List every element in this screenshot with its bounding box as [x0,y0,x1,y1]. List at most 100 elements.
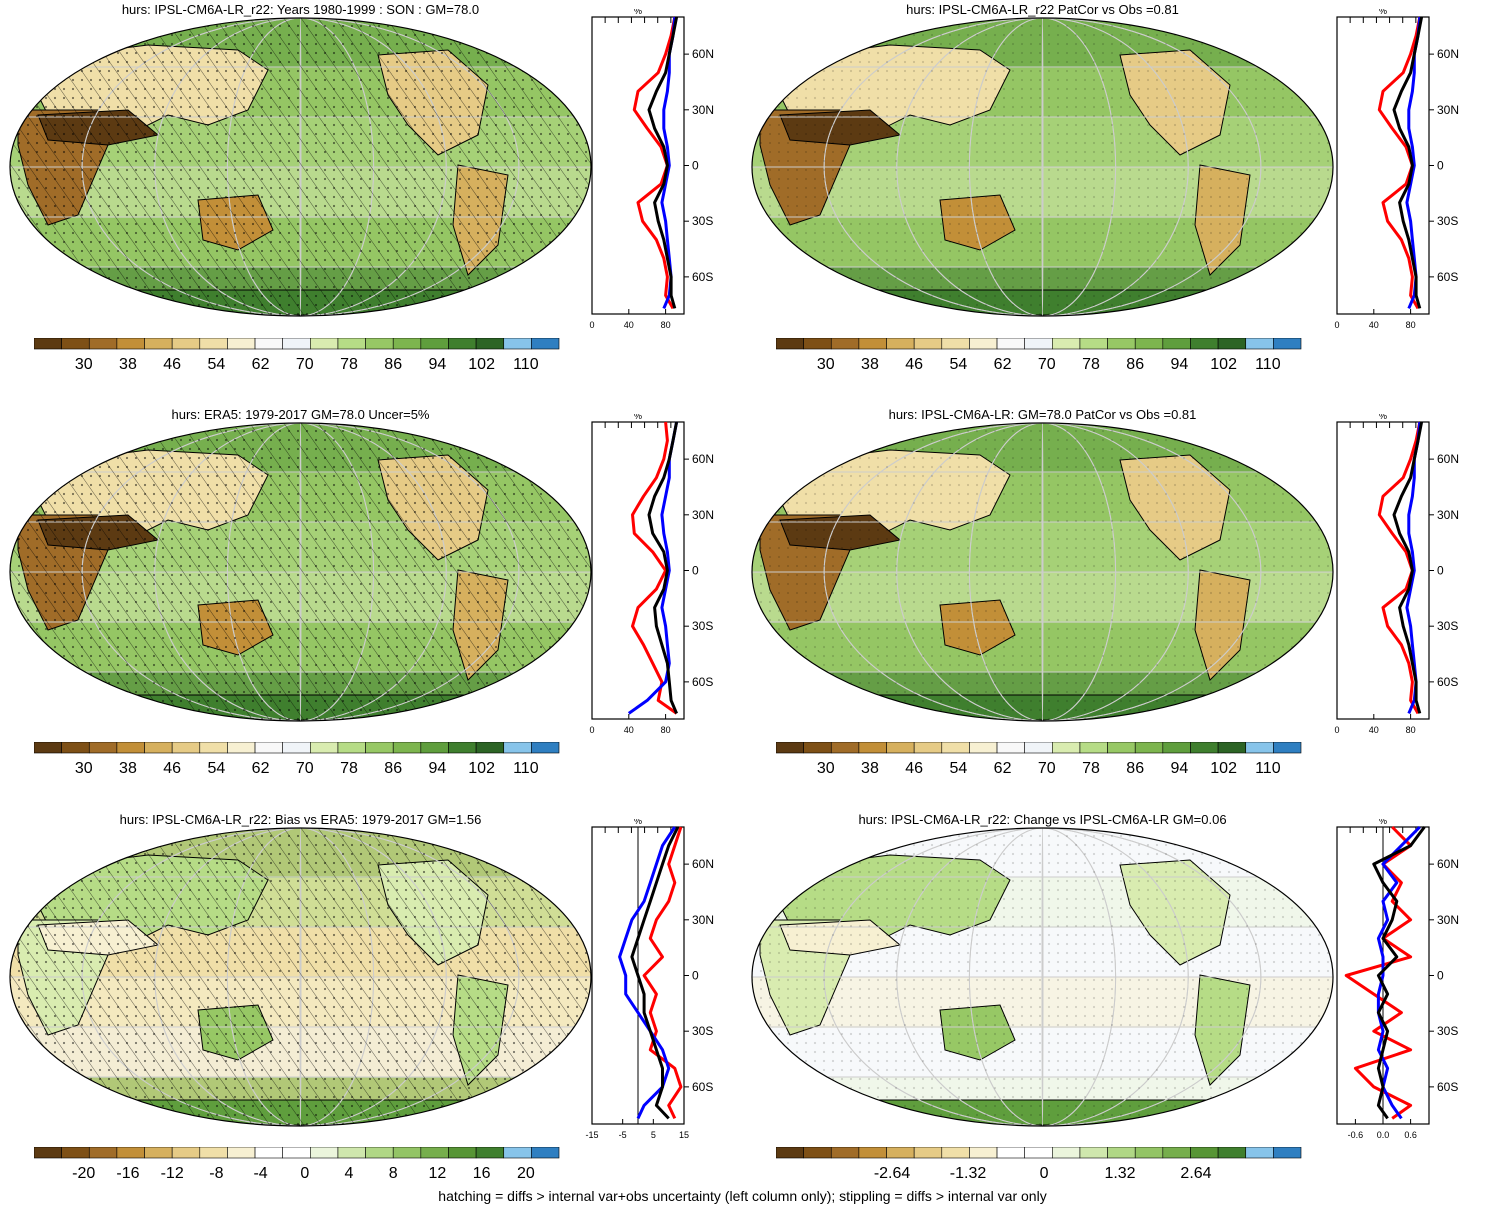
colorbar-swatch [34,742,62,754]
colorbar-tick-label: 62 [994,356,1012,373]
profile-ytick-label: 60S [692,270,713,284]
colorbar-swatch [531,338,560,350]
colorbar-swatch [886,742,915,754]
colorbar-tick-label: 110 [1255,356,1281,373]
colorbar-tick-label: 38 [119,760,137,777]
colorbar-swatch [420,742,449,754]
colorbar-swatch [282,338,311,350]
colorbar-tick-label: 110 [1255,760,1281,777]
world-map [751,17,1334,317]
colorbar-tick-label: 62 [252,760,270,777]
colorbar-swatch [448,1147,477,1159]
colorbar-swatch [171,742,201,754]
colorbar-tick-label: 94 [1171,356,1189,373]
profile-xtick-label: 0 [1334,725,1339,735]
colorbar-swatch [227,742,256,754]
colorbar-swatch [1107,742,1136,754]
colorbar-swatch [144,338,173,350]
colorbar-tick-label: -12 [161,1165,184,1182]
colorbar-swatch [475,338,505,350]
colorbar-swatch [996,338,1025,350]
colorbar-swatch [448,338,477,350]
profile-xtick-label: 0.6 [1404,1130,1417,1140]
colorbar-swatch [310,1147,339,1159]
map-outline [9,422,592,722]
profile-ytick-label: 0 [692,564,699,578]
profile-xtick-label: 80 [661,725,671,735]
profile-ytick-label: 60N [692,47,714,61]
colorbar-swatch [61,338,90,350]
colorbar-swatch [1107,1147,1136,1159]
colorbar-swatch [392,338,422,350]
colorbar-swatch [116,742,145,754]
colorbar-swatch [1079,742,1108,754]
map-title: hurs: IPSL-CM6A-LR_r22 PatCor vs Obs =0.… [906,2,1179,17]
colorbar-swatch [475,1147,505,1159]
colorbar-tick-label: -8 [209,1165,223,1182]
profile-line-black [1392,16,1424,309]
colorbar-swatch [969,1147,998,1159]
colorbar-swatch [1245,742,1274,754]
colorbar-swatch [1217,1147,1247,1159]
profile-ytick-label: 0 [1437,564,1444,578]
map-outline [9,827,592,1127]
profile-xtick-label: 0.0 [1377,1130,1390,1140]
profile-ytick-label: 30N [692,913,714,927]
map-title: hurs: ERA5: 1979-2017 GM=78.0 Uncer=5% [171,407,430,422]
colorbar-swatch [503,338,532,350]
colorbar-swatch [531,1147,560,1159]
profile-ytick-label: 60S [1437,675,1458,689]
colorbar-swatch [913,338,943,350]
colorbar-tick-label: -16 [116,1165,139,1182]
colorbar-tick-label: 54 [949,356,967,373]
profile-ytick-label: 0 [692,159,699,173]
colorbar-tick-label: 38 [119,356,137,373]
colorbar-tick-label: 102 [1210,356,1237,373]
profile-xtick-label: 5 [651,1130,656,1140]
colorbar-tick-label: 20 [517,1165,535,1182]
colorbar-tick-label: 86 [384,356,402,373]
colorbar-swatch [776,742,804,754]
colorbar-swatch [310,742,339,754]
colorbar-swatch [969,338,998,350]
profile-ytick-label: 30S [1437,1024,1458,1038]
profile-ytick-label: 30N [692,508,714,522]
colorbar-tick-label: 86 [1126,356,1144,373]
colorbar-tick-label: 86 [384,760,402,777]
profile-line-blue [1376,825,1421,1120]
profile-xtick-label: 0 [589,725,594,735]
profile-xtick-label: -15 [585,1130,598,1140]
colorbar-swatch [34,1147,62,1159]
colorbar-tick-label: 70 [296,356,314,373]
colorbar-swatch [1190,1147,1219,1159]
colorbar-tick-label: 110 [513,356,539,373]
colorbar-tick-label: 78 [1082,356,1100,373]
profile-xtick-label: 15 [679,1130,689,1140]
colorbar-tick-label: 70 [1038,760,1056,777]
colorbar-swatch [996,742,1025,754]
profile-ytick-label: 60N [1437,452,1459,466]
colorbar-swatch [420,338,449,350]
colorbar-swatch [227,1147,256,1159]
colorbar-tick-label: 94 [429,356,447,373]
profile-line-black [647,421,679,714]
map-title: hurs: IPSL-CM6A-LR_r22: Bias vs ERA5: 19… [119,812,482,827]
colorbar-tick-label: 38 [861,356,879,373]
profile-xtick-label: 0 [589,320,594,330]
stippling-overlay [10,828,591,1126]
colorbar-tick-label: -1.32 [950,1165,987,1182]
map-outline [751,422,1334,722]
colorbar-swatch [830,742,860,754]
colorbar-tick-label: 30 [75,760,93,777]
profile-ytick-label: 60S [1437,1080,1458,1094]
colorbar-tick-label: 46 [905,760,923,777]
colorbar-swatch [282,742,311,754]
colorbar-swatch [1245,1147,1274,1159]
colorbar-tick-label: 38 [861,760,879,777]
world-map [751,422,1334,722]
colorbar-swatch [337,338,366,350]
zonal-profile-chart: % 60N 30N 0 30S 60S 0 40 80 [1334,414,1459,735]
colorbar-swatch [1024,338,1053,350]
colorbar-tick-label: 62 [994,760,1012,777]
colorbar-swatch [913,742,943,754]
